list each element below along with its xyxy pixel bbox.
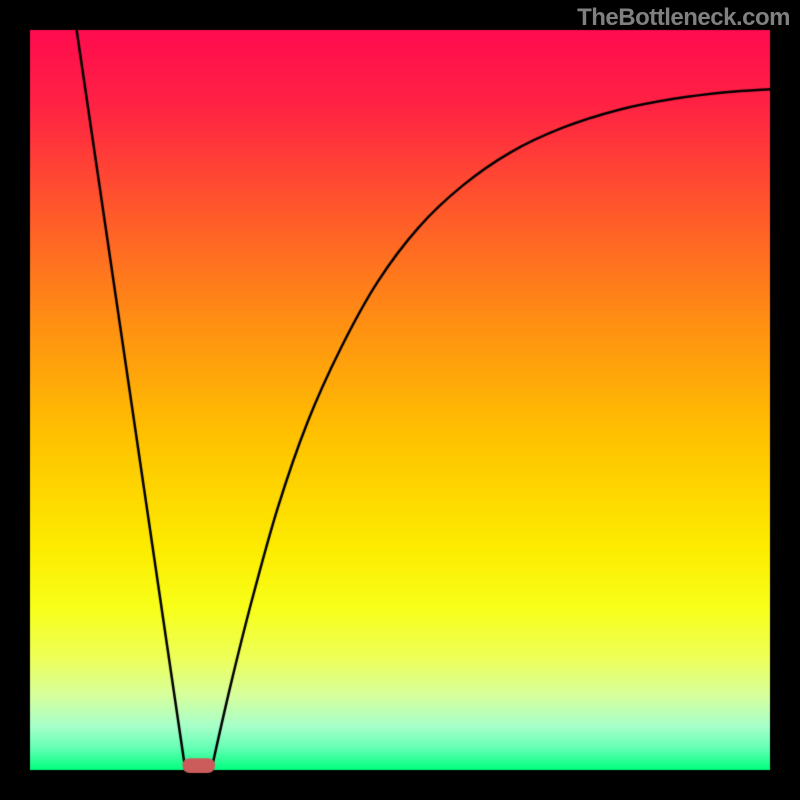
bottleneck-chart-canvas (0, 0, 800, 800)
chart-container: TheBottleneck.com (0, 0, 800, 800)
watermark-label: TheBottleneck.com (577, 4, 790, 32)
